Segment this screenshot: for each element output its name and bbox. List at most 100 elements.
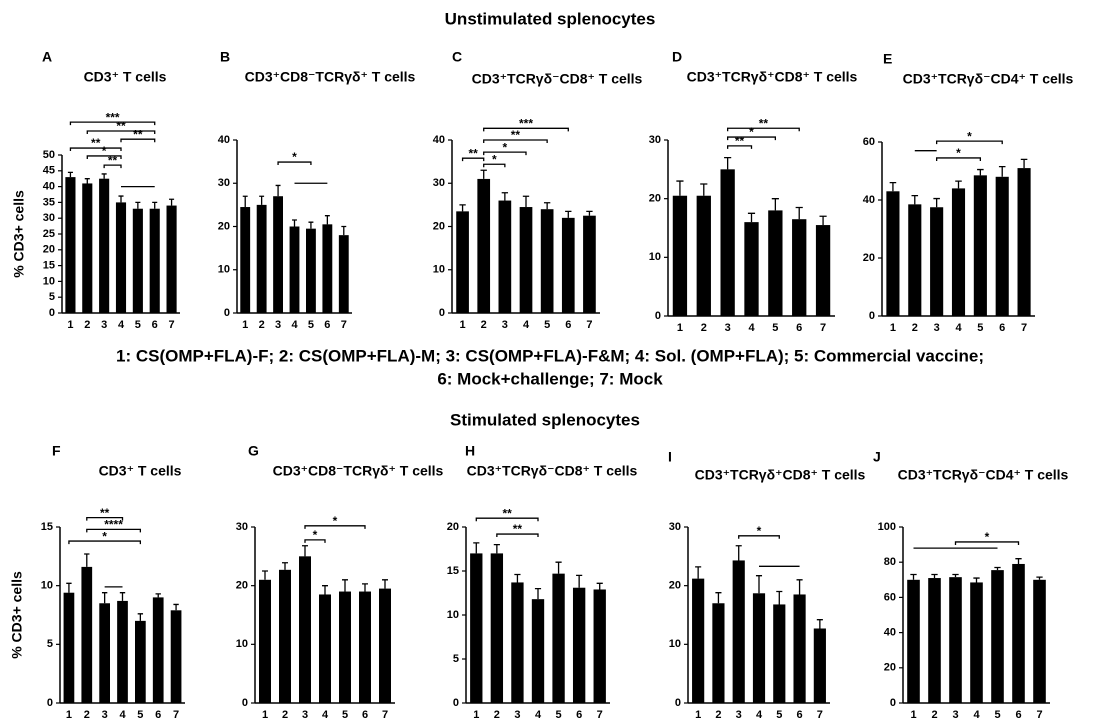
y-tick-label: 40 — [884, 627, 896, 639]
x-tick-label: 4 — [973, 709, 980, 720]
bar — [744, 222, 759, 316]
y-tick-label: 5 — [453, 653, 459, 665]
significance-label: ** — [468, 146, 478, 160]
y-tick-label: 15 — [41, 521, 53, 533]
bar — [552, 573, 565, 703]
error-bar — [596, 582, 603, 590]
section-heading: Stimulated splenocytes — [450, 410, 640, 429]
bar — [117, 600, 128, 703]
significance-bracket — [86, 528, 142, 533]
bar — [720, 169, 735, 316]
panel-title: CD3⁺TCRγδ⁺CD8⁺ T cells — [687, 69, 858, 85]
x-tick-label: 6 — [1015, 709, 1021, 720]
panel-title: CD3⁺ T cells — [99, 463, 182, 479]
x-tick-label: 2 — [701, 322, 707, 334]
bar — [456, 211, 469, 313]
error-bar — [695, 566, 702, 579]
significance-label: * — [492, 152, 497, 166]
significance-bracket — [483, 139, 548, 143]
error-bar — [382, 579, 388, 589]
x-tick-label: 1 — [67, 319, 73, 331]
significance-label: ** — [116, 119, 126, 133]
y-tick-label: 20 — [447, 521, 459, 533]
significance-label: ** — [91, 136, 101, 150]
x-tick-label: 4 — [955, 322, 962, 334]
y-tick-label: 15 — [43, 260, 55, 272]
x-tick-label: 4 — [322, 709, 329, 720]
x-tick-label: 5 — [308, 319, 314, 331]
bar — [995, 176, 1009, 316]
bar — [752, 593, 766, 703]
significance-label: ** — [133, 127, 143, 141]
significance-bracket — [86, 155, 122, 159]
y-tick-label: 5 — [49, 291, 55, 303]
significance-bracket — [86, 130, 156, 134]
bar — [930, 207, 944, 316]
bar — [793, 594, 806, 703]
bar — [696, 195, 711, 316]
y-tick-label: 10 — [218, 264, 230, 276]
y-tick-label: 20 — [884, 662, 896, 674]
error-bar — [534, 587, 542, 600]
bar — [279, 569, 291, 703]
y-tick-label: 50 — [43, 149, 55, 161]
x-tick-label: 4 — [756, 709, 763, 720]
y-tick-label: 0 — [49, 307, 55, 319]
significance-bracket — [103, 164, 122, 169]
bar — [289, 226, 300, 313]
error-bar — [459, 204, 466, 212]
significance-label: * — [967, 129, 972, 143]
y-tick-label: 0 — [439, 307, 445, 319]
error-bar — [262, 570, 268, 580]
y-tick-label: 40 — [218, 134, 230, 146]
y-tick-label: 0 — [869, 310, 875, 322]
panel-title: CD3⁺TCRγδ⁻CD4⁺ T cells — [898, 467, 1069, 483]
section-heading: Unstimulated splenocytes — [445, 9, 656, 28]
bar — [511, 582, 524, 703]
error-bar — [155, 593, 161, 598]
error-bar — [173, 603, 179, 611]
y-tick-label: 0 — [655, 310, 661, 322]
panel-letter: H — [465, 443, 475, 459]
panel-title: CD3⁺CD8⁻TCRγδ⁺ T cells — [245, 69, 416, 85]
bar — [970, 582, 983, 703]
bar — [490, 553, 504, 703]
y-tick-label: 20 — [433, 220, 445, 232]
significance-bracket — [461, 157, 485, 162]
bar — [949, 577, 962, 703]
x-tick-label: 7 — [173, 709, 179, 720]
error-bar — [565, 210, 572, 218]
x-tick-label: 3 — [102, 709, 108, 720]
panel-letter: I — [668, 449, 672, 465]
bar — [65, 177, 76, 313]
error-bar — [1036, 576, 1043, 580]
x-tick-label: 6 — [152, 319, 158, 331]
error-bar — [776, 590, 783, 605]
bar — [672, 195, 688, 316]
significance-bracket — [935, 140, 1003, 145]
significance-label: * — [757, 524, 762, 538]
error-bar — [67, 171, 73, 178]
bar — [256, 204, 267, 313]
error-bar — [514, 573, 521, 583]
x-tick-label: 4 — [118, 319, 125, 331]
bar — [583, 215, 596, 313]
y-tick-label: 30 — [43, 212, 55, 224]
x-tick-label: 1 — [890, 322, 896, 334]
error-bar — [84, 178, 90, 184]
significance-label: ** — [100, 506, 110, 520]
significance-bracket — [496, 533, 539, 538]
error-bar — [341, 225, 347, 236]
error-bar — [118, 195, 124, 203]
y-tick-label: 10 — [649, 251, 661, 263]
x-tick-label: 7 — [597, 709, 603, 720]
panel-letter: E — [883, 51, 892, 67]
significance-label: *** — [519, 116, 533, 130]
bar — [166, 205, 177, 313]
bar — [135, 620, 146, 703]
significance-label: *** — [106, 110, 120, 124]
bar — [712, 603, 725, 703]
significance-bracket — [304, 539, 326, 543]
x-tick-label: 6 — [324, 319, 330, 331]
x-tick-label: 7 — [382, 709, 388, 720]
